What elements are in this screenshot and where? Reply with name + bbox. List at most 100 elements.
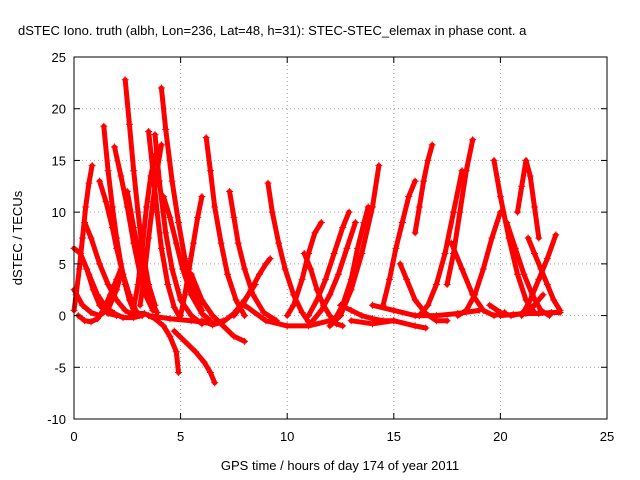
- data-point: [309, 317, 317, 325]
- data-point: [113, 275, 121, 283]
- data-point: [130, 224, 138, 232]
- series-track-14: [151, 131, 206, 328]
- data-point: [134, 281, 142, 289]
- series-track-47: [513, 156, 543, 242]
- data-point: [119, 314, 127, 322]
- data-point: [424, 156, 432, 164]
- series-track-18: [170, 327, 219, 387]
- data-point: [339, 224, 347, 232]
- data-point: [93, 315, 101, 323]
- data-point: [411, 177, 419, 185]
- data-point: [130, 167, 138, 175]
- data-point: [330, 250, 338, 258]
- series-line: [416, 168, 465, 319]
- data-point: [149, 167, 157, 175]
- x-tick-label: 25: [600, 429, 614, 444]
- data-point: [79, 301, 87, 309]
- data-point: [368, 320, 376, 328]
- data-point: [142, 203, 150, 211]
- data-point: [537, 265, 545, 273]
- series-line: [231, 256, 273, 319]
- data-point: [496, 312, 504, 320]
- data-point: [432, 312, 440, 320]
- data-point: [111, 310, 119, 318]
- data-point: [313, 296, 321, 304]
- data-point: [298, 275, 306, 283]
- data-point: [96, 260, 104, 268]
- data-point: [479, 306, 487, 314]
- data-point: [211, 203, 219, 211]
- data-point: [354, 244, 362, 252]
- data-point: [100, 305, 108, 313]
- data-point: [140, 310, 148, 318]
- data-point: [462, 306, 470, 314]
- data-point: [140, 270, 148, 278]
- data-point: [300, 250, 308, 258]
- data-point: [82, 203, 90, 211]
- data-point: [326, 312, 334, 320]
- data-point: [241, 312, 249, 320]
- data-point: [262, 317, 270, 325]
- data-point: [443, 281, 451, 289]
- data-point: [360, 218, 368, 226]
- data-point: [153, 208, 161, 216]
- series-line: [178, 194, 205, 319]
- data-point: [456, 208, 464, 216]
- data-point: [164, 281, 172, 289]
- series-track-15: [130, 310, 182, 376]
- series-track-31: [309, 218, 359, 325]
- data-point: [486, 301, 494, 309]
- data-point: [76, 250, 84, 258]
- data-point: [518, 182, 526, 190]
- data-point: [490, 312, 498, 320]
- data-point: [247, 286, 255, 294]
- x-tick-label: 20: [493, 429, 507, 444]
- data-point: [311, 229, 319, 237]
- data-point: [305, 312, 313, 320]
- data-point: [339, 322, 347, 330]
- data-point: [209, 321, 217, 329]
- data-point: [87, 308, 95, 316]
- data-point: [479, 265, 487, 273]
- data-point: [490, 156, 498, 164]
- y-tick-label: 5: [59, 257, 66, 272]
- data-point: [432, 281, 440, 289]
- data-point: [198, 310, 206, 318]
- data-point: [121, 306, 129, 314]
- data-point: [317, 306, 325, 314]
- series-line: [284, 220, 324, 319]
- data-point: [390, 306, 398, 314]
- data-point: [462, 167, 470, 175]
- data-point: [268, 208, 276, 216]
- data-point: [125, 120, 133, 128]
- data-point: [411, 229, 419, 237]
- data-point: [232, 296, 240, 304]
- data-point: [392, 244, 400, 252]
- data-point: [87, 234, 95, 242]
- data-point: [535, 310, 543, 318]
- data-point: [522, 310, 530, 318]
- data-point: [262, 260, 270, 268]
- series-track-50: [524, 234, 564, 314]
- data-point: [187, 270, 195, 278]
- data-point: [113, 244, 121, 252]
- data-point: [330, 317, 338, 325]
- data-point: [552, 231, 560, 239]
- data-point: [503, 218, 511, 226]
- data-point: [113, 296, 121, 304]
- data-point: [104, 167, 112, 175]
- x-tick-label: 0: [70, 429, 77, 444]
- data-point: [471, 291, 479, 299]
- series-track-21: [202, 134, 249, 320]
- series-line: [380, 178, 418, 308]
- data-point: [351, 218, 359, 226]
- data-point: [174, 218, 182, 226]
- data-point: [539, 291, 547, 299]
- data-point: [241, 265, 249, 273]
- data-point: [469, 136, 477, 144]
- data-point: [550, 296, 558, 304]
- y-tick-label: 15: [52, 153, 66, 168]
- data-point: [255, 270, 263, 278]
- data-point: [162, 229, 170, 237]
- data-point: [230, 332, 238, 340]
